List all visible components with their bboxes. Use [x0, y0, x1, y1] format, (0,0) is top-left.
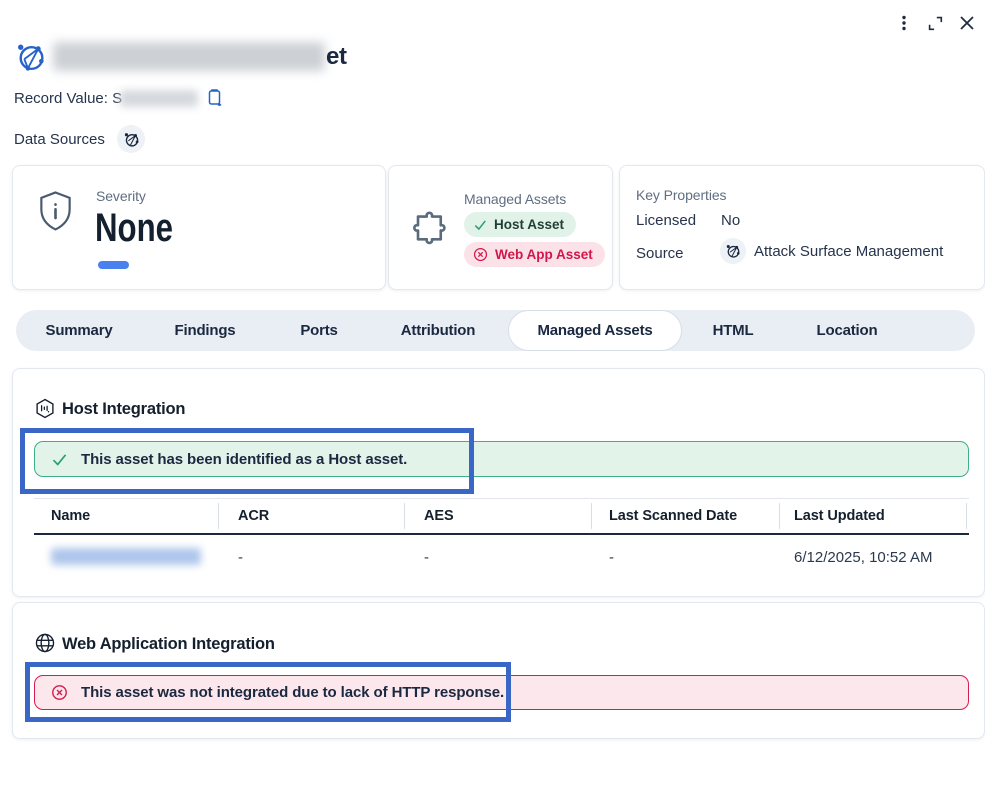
close-icon — [960, 16, 974, 30]
asm-record-icon — [14, 40, 47, 73]
check-icon — [474, 219, 486, 230]
column-divider — [591, 503, 592, 529]
copy-button[interactable] — [206, 88, 224, 108]
host-success-banner: This asset has been identified as a Host… — [34, 441, 969, 477]
source-value: Attack Surface Management — [754, 243, 944, 260]
tab-ports[interactable]: Ports — [300, 322, 338, 339]
cell-aes: - — [424, 549, 429, 566]
data-sources-label: Data Sources — [14, 131, 105, 148]
source-asm-badge — [720, 238, 746, 264]
page-title-suffix: et — [326, 43, 347, 70]
column-header-name[interactable]: Name — [51, 508, 91, 524]
kebab-menu-button[interactable] — [894, 13, 914, 33]
redacted-record-value — [120, 90, 198, 107]
column-header-last-updated[interactable]: Last Updated — [794, 508, 885, 524]
tab-summary[interactable]: Summary — [45, 322, 113, 339]
asm-source-icon — [726, 245, 740, 258]
severity-shield-icon — [40, 191, 71, 231]
puzzle-icon — [413, 211, 446, 245]
redacted-asset-title — [53, 42, 325, 71]
web-app-asset-badge: Web App Asset — [464, 242, 605, 267]
web-application-integration-section: Web Application Integration This asset w… — [12, 602, 985, 739]
key-properties-label: Key Properties — [636, 187, 727, 203]
copy-icon — [208, 89, 222, 106]
column-header-aes[interactable]: AES — [424, 508, 454, 524]
tab-findings[interactable]: Findings — [174, 322, 236, 339]
tab-bar: Summary Findings Ports Attribution Manag… — [16, 310, 975, 351]
web-error-banner: This asset was not integrated due to lac… — [34, 675, 969, 710]
web-app-asset-badge-label: Web App Asset — [495, 247, 593, 262]
column-header-acr[interactable]: ACR — [238, 508, 270, 524]
host-integration-section: Host Integration This asset has been ide… — [12, 368, 985, 597]
host-asset-badge: Host Asset — [464, 212, 577, 237]
tab-html[interactable]: HTML — [712, 322, 754, 339]
asm-source-icon — [124, 132, 138, 147]
managed-assets-label: Managed Assets — [464, 191, 567, 207]
tab-location[interactable]: Location — [816, 322, 878, 339]
tab-managed-assets[interactable]: Managed Assets — [508, 310, 682, 351]
tab-attribution[interactable]: Attribution — [400, 322, 476, 339]
managed-assets-card: Managed Assets Host Asset Web App Asset — [388, 165, 613, 290]
licensed-value: No — [721, 212, 741, 229]
circle-x-icon — [473, 247, 488, 262]
expand-button[interactable] — [925, 13, 945, 33]
close-button[interactable] — [957, 13, 977, 33]
column-divider — [966, 503, 967, 529]
host-integration-title: Host Integration — [62, 400, 186, 418]
expand-icon — [928, 16, 943, 31]
severity-value: None — [95, 206, 173, 250]
table-header-underline — [34, 533, 969, 535]
host-hexagon-icon — [36, 398, 54, 419]
licensed-label: Licensed — [636, 212, 697, 229]
error-circle-x-icon — [52, 685, 67, 700]
web-application-integration-title: Web Application Integration — [62, 635, 275, 653]
web-error-banner-text: This asset was not integrated due to lac… — [81, 684, 505, 701]
kebab-menu-icon — [902, 15, 906, 31]
globe-icon — [35, 633, 55, 653]
column-divider — [779, 503, 780, 529]
key-properties-card: Key Properties Licensed No Source Attack… — [619, 165, 985, 290]
source-label: Source — [636, 245, 684, 262]
cell-last-updated: 6/12/2025, 10:52 AM — [794, 549, 933, 566]
severity-level-bar — [98, 261, 129, 269]
host-success-banner-text: This asset has been identified as a Host… — [81, 450, 408, 468]
redacted-asset-name-link[interactable] — [51, 548, 201, 565]
success-check-icon — [52, 453, 67, 466]
column-divider — [404, 503, 405, 529]
record-value-label: Record Value: S — [14, 90, 123, 107]
severity-card: Severity None — [12, 165, 386, 290]
severity-label: Severity — [96, 188, 146, 204]
cell-last-scanned-date: - — [609, 549, 614, 566]
column-divider — [218, 503, 219, 529]
cell-acr: - — [238, 549, 243, 566]
host-asset-badge-label: Host Asset — [494, 217, 565, 232]
column-header-last-scanned-date[interactable]: Last Scanned Date — [609, 508, 738, 524]
table-top-divider — [34, 498, 969, 499]
data-source-asm-badge[interactable] — [117, 125, 145, 153]
